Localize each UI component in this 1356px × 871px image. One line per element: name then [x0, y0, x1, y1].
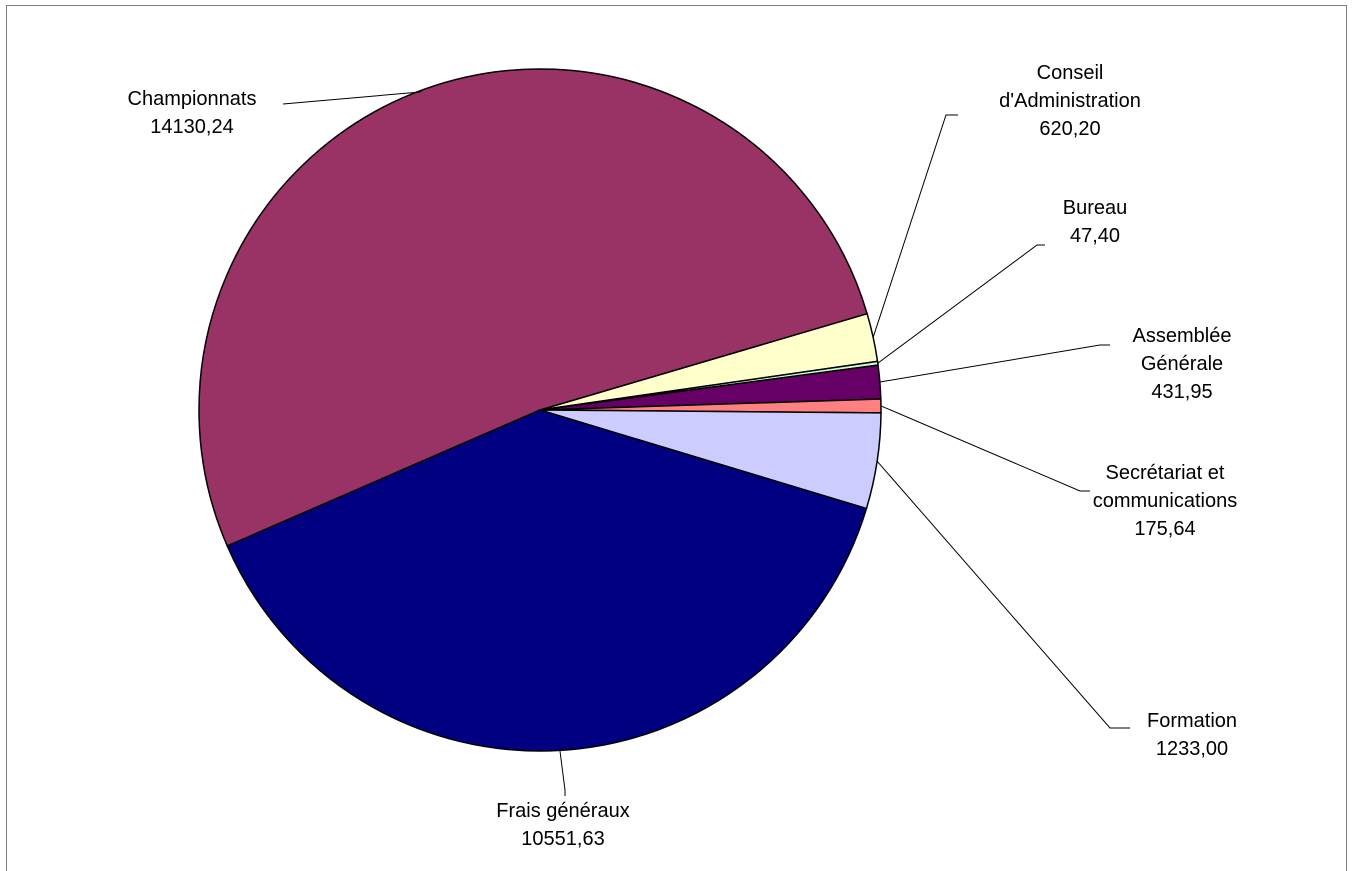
slice-name-label: Conseil	[1037, 62, 1104, 84]
leader-line-2	[877, 244, 1045, 364]
slice-name-label: Championnats	[128, 88, 257, 110]
leader-lines	[282, 89, 1130, 796]
leader-line-4	[880, 405, 1090, 492]
slice-name-label: Assemblée	[1133, 325, 1232, 347]
slice-value-label: 14130,24	[150, 116, 233, 138]
slice-value-label: 431,95	[1151, 381, 1212, 403]
slice-name-label: d'Administration	[999, 90, 1141, 112]
slice-value-label: 10551,63	[521, 828, 604, 850]
leader-line-3	[879, 344, 1110, 383]
slice-labels: Conseil d'Administration 620,20 Bureau 47,40…	[128, 62, 1238, 850]
pie-slices	[198, 68, 882, 752]
slice-name-label: Bureau	[1063, 197, 1128, 219]
slice-value-label: 1233,00	[1156, 738, 1228, 760]
slice-name-label: Frais généraux	[496, 800, 629, 822]
slice-value-label: 47,40	[1070, 225, 1120, 247]
leader-line-6	[559, 750, 566, 796]
leader-line-1	[872, 114, 958, 338]
slice-name-label: communications	[1093, 490, 1238, 512]
slice-name-label: Générale	[1141, 353, 1223, 375]
leader-line-0	[282, 89, 424, 105]
leader-line-5	[876, 460, 1130, 729]
pie-slice-6	[226, 409, 868, 752]
slice-value-label: 620,20	[1039, 118, 1100, 140]
slice-name-label: Secrétariat et	[1106, 462, 1225, 484]
slice-name-label: Formation	[1147, 710, 1237, 732]
slice-value-label: 175,64	[1134, 518, 1195, 540]
